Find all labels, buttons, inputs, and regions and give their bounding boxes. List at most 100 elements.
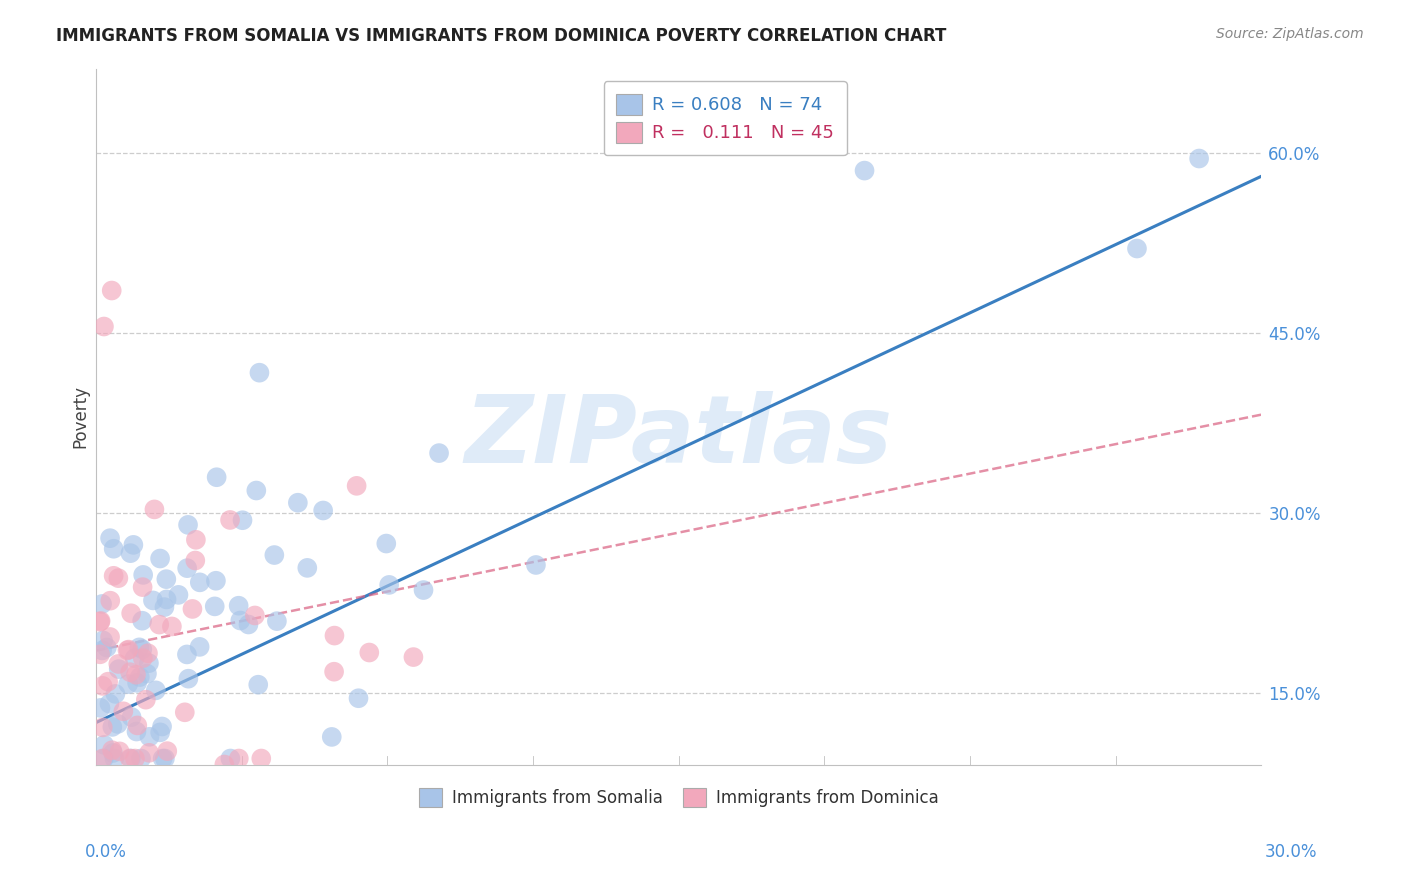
- Point: [91, 679, 114, 693]
- Point: [177, 517, 200, 532]
- Point: [107, 571, 129, 585]
- Point: [156, 744, 179, 758]
- Point: [120, 751, 142, 765]
- Point: [173, 706, 195, 720]
- Point: [132, 568, 155, 582]
- Point: [205, 470, 228, 484]
- Point: [375, 536, 398, 550]
- Point: [176, 561, 198, 575]
- Point: [188, 640, 211, 654]
- Text: 0.0%: 0.0%: [84, 843, 127, 861]
- Legend: Immigrants from Somalia, Immigrants from Dominica: Immigrants from Somalia, Immigrants from…: [411, 780, 948, 815]
- Point: [153, 600, 176, 615]
- Point: [176, 648, 198, 662]
- Point: [128, 670, 150, 684]
- Point: [138, 656, 160, 670]
- Point: [148, 617, 170, 632]
- Point: [98, 593, 121, 607]
- Point: [132, 651, 155, 665]
- Point: [160, 619, 183, 633]
- Point: [89, 615, 111, 629]
- Point: [118, 751, 141, 765]
- Point: [524, 558, 547, 572]
- Point: [184, 533, 207, 547]
- Point: [89, 648, 111, 662]
- Text: Source: ZipAtlas.com: Source: ZipAtlas.com: [1216, 27, 1364, 41]
- Point: [98, 697, 121, 711]
- Point: [128, 640, 150, 655]
- Point: [402, 650, 425, 665]
- Point: [101, 720, 124, 734]
- Point: [104, 687, 127, 701]
- Point: [117, 677, 139, 691]
- Point: [91, 633, 114, 648]
- Point: [143, 502, 166, 516]
- Point: [177, 672, 200, 686]
- Point: [93, 751, 115, 765]
- Point: [101, 746, 124, 760]
- Point: [91, 720, 114, 734]
- Point: [138, 730, 160, 744]
- Point: [153, 751, 176, 765]
- Point: [188, 575, 211, 590]
- Point: [228, 599, 250, 613]
- Point: [127, 676, 149, 690]
- Point: [145, 683, 167, 698]
- Point: [323, 629, 346, 643]
- Point: [266, 614, 288, 628]
- Point: [297, 561, 319, 575]
- Point: [96, 640, 118, 655]
- Point: [152, 751, 174, 765]
- Point: [149, 725, 172, 739]
- Point: [93, 319, 115, 334]
- Point: [124, 651, 146, 665]
- Point: [155, 592, 177, 607]
- Point: [245, 483, 267, 498]
- Point: [214, 757, 236, 772]
- Point: [205, 574, 228, 588]
- Point: [359, 646, 381, 660]
- Point: [125, 667, 148, 681]
- Point: [136, 666, 159, 681]
- Point: [1126, 242, 1149, 256]
- Point: [312, 503, 335, 517]
- Point: [427, 446, 450, 460]
- Y-axis label: Poverty: Poverty: [72, 385, 89, 448]
- Point: [853, 163, 876, 178]
- Point: [91, 643, 114, 657]
- Point: [138, 746, 160, 760]
- Point: [287, 496, 309, 510]
- Point: [127, 718, 149, 732]
- Point: [323, 665, 346, 679]
- Point: [101, 743, 124, 757]
- Text: IMMIGRANTS FROM SOMALIA VS IMMIGRANTS FROM DOMINICA POVERTY CORRELATION CHART: IMMIGRANTS FROM SOMALIA VS IMMIGRANTS FR…: [56, 27, 946, 45]
- Point: [142, 593, 165, 607]
- Point: [107, 662, 129, 676]
- Point: [131, 614, 153, 628]
- Point: [167, 588, 190, 602]
- Point: [121, 710, 143, 724]
- Point: [112, 704, 135, 718]
- Point: [204, 599, 226, 614]
- Point: [120, 607, 142, 621]
- Point: [120, 665, 142, 680]
- Point: [89, 701, 111, 715]
- Text: ZIPatlas: ZIPatlas: [464, 392, 893, 483]
- Point: [219, 751, 242, 765]
- Point: [124, 751, 146, 765]
- Text: 30.0%: 30.0%: [1264, 843, 1317, 861]
- Point: [117, 643, 139, 657]
- Point: [823, 770, 845, 784]
- Point: [412, 582, 434, 597]
- Point: [378, 578, 401, 592]
- Point: [321, 730, 343, 744]
- Point: [249, 366, 271, 380]
- Point: [103, 541, 125, 556]
- Point: [263, 548, 285, 562]
- Point: [100, 284, 122, 298]
- Point: [238, 617, 260, 632]
- Point: [250, 751, 273, 765]
- Point: [103, 569, 125, 583]
- Point: [91, 597, 114, 611]
- Point: [136, 646, 159, 660]
